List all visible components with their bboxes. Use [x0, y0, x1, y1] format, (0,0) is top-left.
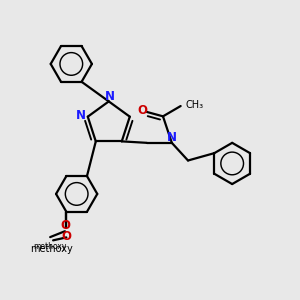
Text: methoxy: methoxy: [34, 242, 67, 250]
Text: methoxy: methoxy: [30, 244, 73, 254]
Text: O: O: [61, 230, 71, 243]
Text: CH₃: CH₃: [185, 100, 203, 110]
Text: O: O: [137, 104, 147, 117]
Text: O: O: [60, 219, 70, 232]
Text: N: N: [105, 91, 115, 103]
Text: N: N: [167, 131, 177, 144]
Text: N: N: [75, 109, 85, 122]
